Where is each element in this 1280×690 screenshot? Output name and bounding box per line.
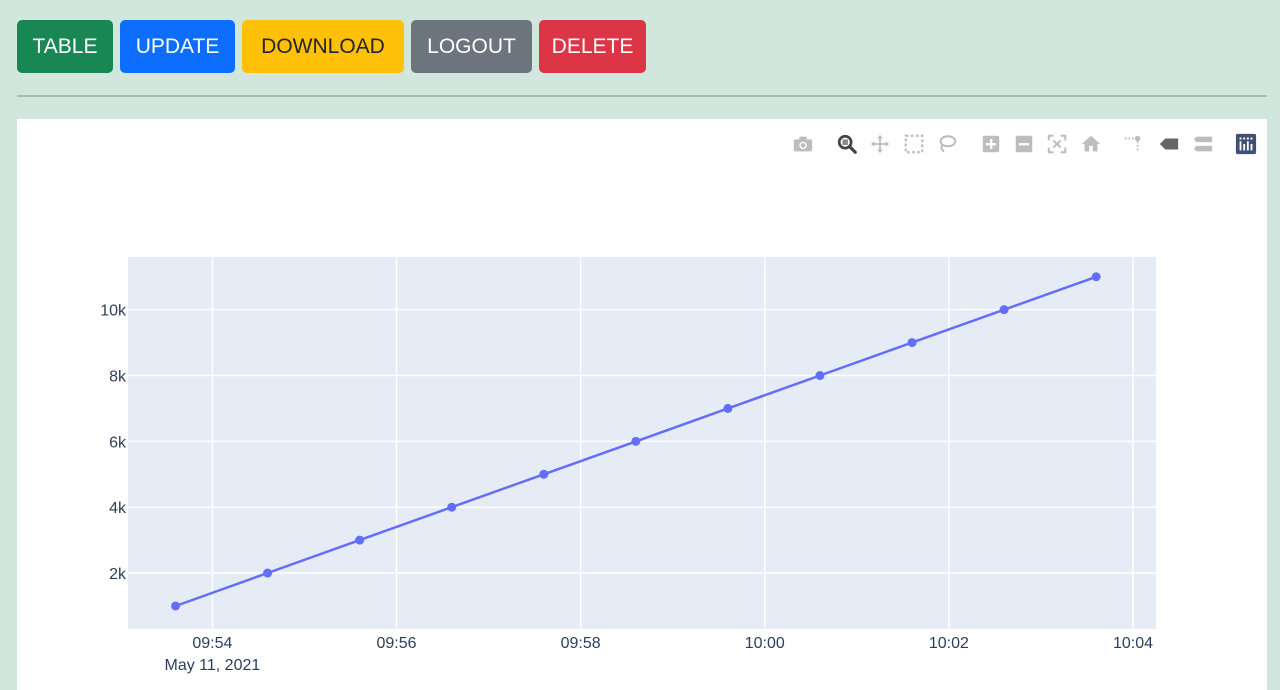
x-tick-label: 10:04: [1113, 635, 1153, 652]
zoom-in-icon[interactable]: [978, 131, 1004, 157]
plot-modebar: [17, 119, 1267, 169]
data-point[interactable]: [631, 436, 641, 446]
spike-lines-icon[interactable]: [1120, 131, 1146, 157]
camera-icon[interactable]: [790, 131, 816, 157]
data-point[interactable]: [815, 371, 825, 381]
lasso-select-icon[interactable]: [934, 131, 960, 157]
hover-closest-icon[interactable]: [1156, 131, 1182, 157]
box-select-icon[interactable]: [901, 131, 927, 157]
data-point[interactable]: [539, 469, 549, 479]
hover-compare-icon[interactable]: [1190, 131, 1216, 157]
zoom-out-icon[interactable]: [1011, 131, 1037, 157]
x-axis-date-label: May 11, 2021: [165, 657, 261, 674]
x-gridlines: [211, 257, 1134, 629]
data-point[interactable]: [263, 568, 273, 578]
line-chart[interactable]: 09:54 09:56 09:58 10:00 10:02 10:04 2k 4k 6k 8k 1…: [17, 119, 1267, 690]
data-point[interactable]: [171, 601, 181, 611]
action-toolbar: TABLE UPDATE DOWNLOAD LOGOUT DELETE: [17, 20, 646, 73]
plot-area: [128, 257, 1156, 629]
x-tick-label: 09:54: [192, 635, 232, 652]
download-button[interactable]: DOWNLOAD: [242, 20, 404, 73]
delete-button[interactable]: DELETE: [539, 20, 646, 73]
data-point[interactable]: [723, 403, 733, 413]
table-button[interactable]: TABLE: [17, 20, 113, 73]
zoom-icon[interactable]: [834, 131, 860, 157]
reset-axes-icon[interactable]: [1078, 131, 1104, 157]
update-button[interactable]: UPDATE: [120, 20, 235, 73]
plotly-logo-icon[interactable]: [1233, 131, 1259, 157]
data-point[interactable]: [1091, 272, 1101, 282]
x-tick-label: 09:58: [561, 635, 601, 652]
data-point[interactable]: [447, 502, 457, 512]
y-tick-label: 6k: [109, 434, 127, 451]
x-tick-label: 09:56: [376, 635, 416, 652]
data-point[interactable]: [999, 305, 1009, 315]
x-tick-label: 10:02: [929, 635, 969, 652]
divider: [17, 95, 1267, 97]
pan-icon[interactable]: [867, 131, 893, 157]
y-tick-label: 2k: [109, 566, 127, 583]
series-points: [171, 272, 1101, 611]
y-tick-label: 10k: [100, 303, 127, 320]
chart-panel: 09:54 09:56 09:58 10:00 10:02 10:04 2k 4k 6k 8k 1…: [17, 119, 1267, 690]
data-point[interactable]: [907, 338, 917, 348]
y-tick-label: 8k: [109, 369, 127, 386]
y-gridlines: [128, 308, 1156, 574]
autoscale-icon[interactable]: [1044, 131, 1070, 157]
logout-button[interactable]: LOGOUT: [411, 20, 532, 73]
data-point[interactable]: [355, 535, 365, 545]
y-axis-tick-labels: 2k 4k 6k 8k 10k: [100, 303, 127, 583]
y-tick-label: 4k: [109, 500, 127, 517]
x-axis-tick-labels: 09:54 09:56 09:58 10:00 10:02 10:04: [192, 635, 1153, 652]
x-tick-label: 10:00: [745, 635, 785, 652]
